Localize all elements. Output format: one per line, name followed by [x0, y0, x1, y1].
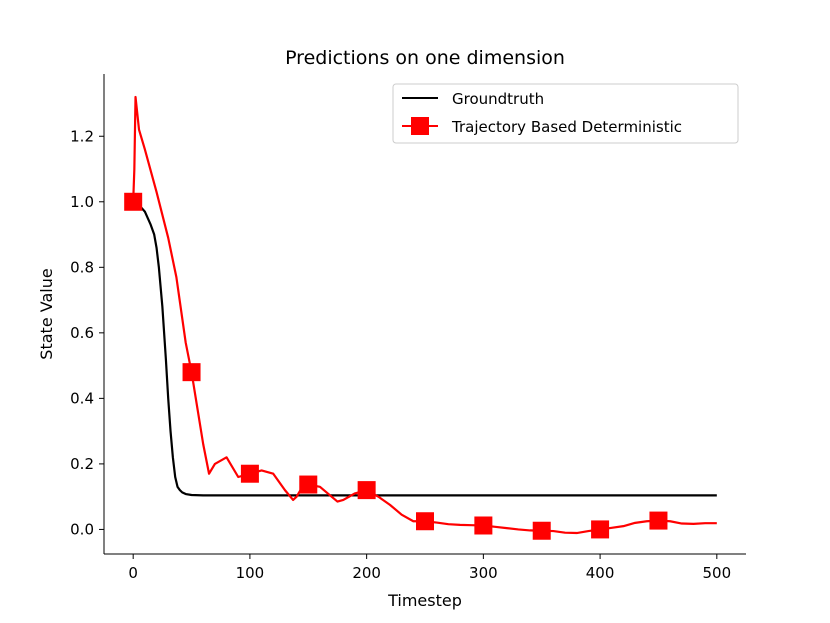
x-tick-label: 500 — [702, 564, 731, 582]
series-marker-trajectory — [591, 520, 610, 539]
y-tick-label: 0.2 — [70, 455, 94, 473]
x-axis-label: Timestep — [387, 591, 462, 610]
y-tick-label: 1.0 — [70, 193, 94, 211]
y-axis-ticks: 0.0 0.2 0.4 0.6 0.8 1.0 1.2 — [70, 127, 104, 538]
x-tick-label: 0 — [128, 564, 138, 582]
series-marker-trajectory — [240, 464, 259, 483]
legend-trajectory-label: Trajectory Based Deterministic — [451, 118, 682, 136]
series-marker-trajectory — [182, 363, 201, 382]
x-tick-label: 100 — [236, 564, 265, 582]
series-marker-trajectory — [416, 512, 434, 531]
series-marker-trajectory — [357, 481, 376, 500]
y-tick-label: 0.6 — [70, 324, 94, 342]
y-tick-label: 0.0 — [70, 520, 94, 538]
x-tick-label: 300 — [469, 564, 498, 582]
y-axis-label: State Value — [37, 268, 56, 359]
series-marker-trajectory — [649, 511, 668, 530]
x-tick-label: 400 — [586, 564, 615, 582]
series-marker-trajectory — [299, 475, 318, 494]
y-tick-label: 0.4 — [70, 389, 94, 407]
series-line-trajectory — [132, 95, 717, 535]
chart-title: Predictions on one dimension — [285, 47, 565, 69]
series-marker-trajectory — [532, 521, 551, 540]
legend-trajectory-marker — [411, 117, 429, 135]
x-axis-ticks: 0 100 200 300 400 500 — [128, 554, 731, 582]
y-tick-label: 0.8 — [70, 258, 94, 276]
legend: Groundtruth Trajectory Based Determinist… — [392, 83, 739, 144]
legend-groundtruth-label: Groundtruth — [452, 90, 544, 108]
series-line-groundtruth — [132, 200, 717, 497]
legend-box — [392, 83, 739, 144]
plot-area — [124, 95, 717, 540]
y-tick-label: 1.2 — [70, 127, 94, 145]
series-marker-trajectory — [474, 516, 493, 535]
series-marker-trajectory — [124, 192, 143, 211]
x-tick-label: 200 — [352, 564, 381, 582]
